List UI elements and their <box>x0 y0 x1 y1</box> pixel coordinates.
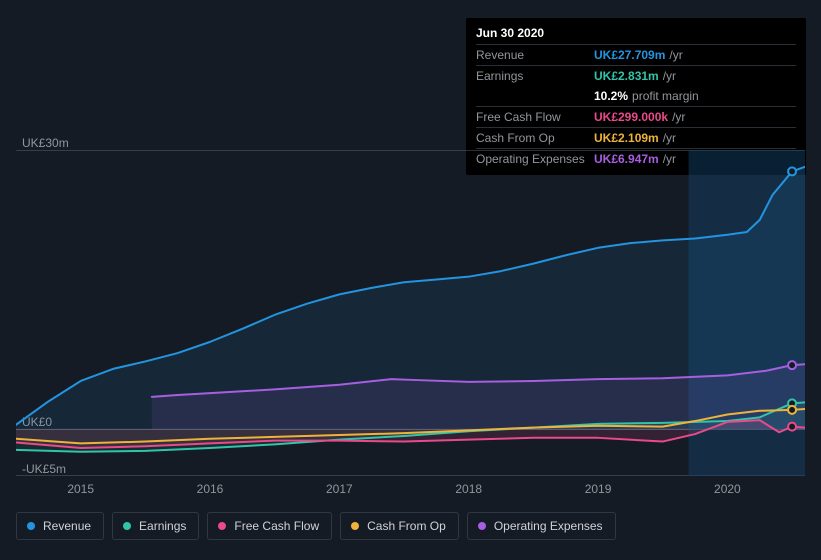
tooltip-metric-suffix: /yr <box>669 48 682 62</box>
legend-label: Earnings <box>139 519 186 533</box>
x-axis-tick-label: 2016 <box>197 482 224 496</box>
tooltip-metric-value: UK£2.831m <box>594 69 659 83</box>
legend-dot-icon <box>218 522 226 530</box>
legend-label: Operating Expenses <box>494 519 603 533</box>
financial-chart: Jun 30 2020 RevenueUK£27.709m/yrEarnings… <box>0 0 821 560</box>
tooltip-row: Free Cash FlowUK£299.000k/yr <box>476 106 796 127</box>
tooltip-metric-suffix: /yr <box>672 110 685 124</box>
tooltip-row: 10.2% profit margin <box>476 86 796 106</box>
legend-item[interactable]: Operating Expenses <box>467 512 616 540</box>
tooltip-metric-label: Earnings <box>476 69 594 83</box>
tooltip-metric-suffix: /yr <box>663 131 676 145</box>
legend-label: Free Cash Flow <box>234 519 319 533</box>
tooltip-row: EarningsUK£2.831m/yr <box>476 65 796 86</box>
x-axis-tick-label: 2018 <box>455 482 482 496</box>
legend-item[interactable]: Free Cash Flow <box>207 512 332 540</box>
chart-legend: Revenue Earnings Free Cash Flow Cash From O… <box>16 512 616 540</box>
legend-item[interactable]: Cash From Op <box>340 512 459 540</box>
chart-plot <box>16 150 805 476</box>
y-axis-tick-label: UK£30m <box>22 136 69 150</box>
tooltip-metric-label: Free Cash Flow <box>476 110 594 124</box>
legend-item[interactable]: Earnings <box>112 512 199 540</box>
legend-dot-icon <box>478 522 486 530</box>
legend-label: Revenue <box>43 519 91 533</box>
x-axis-labels: 2015 2016 2017 2018 2019 2020 <box>0 482 821 498</box>
x-axis-tick-label: 2020 <box>714 482 741 496</box>
x-axis-tick-label: 2019 <box>585 482 612 496</box>
tooltip-metric-label: Cash From Op <box>476 131 594 145</box>
tooltip-metric-value: UK£27.709m <box>594 48 665 62</box>
legend-item[interactable]: Revenue <box>16 512 104 540</box>
tooltip-metric-suffix: /yr <box>663 69 676 83</box>
tooltip-row: RevenueUK£27.709m/yr <box>476 44 796 65</box>
tooltip-metric-label: Revenue <box>476 48 594 62</box>
tooltip-metric-value: UK£2.109m <box>594 131 659 145</box>
legend-dot-icon <box>351 522 359 530</box>
legend-dot-icon <box>27 522 35 530</box>
tooltip-metric-value: UK£299.000k <box>594 110 668 124</box>
x-axis-tick-label: 2015 <box>67 482 94 496</box>
x-axis-tick-label: 2017 <box>326 482 353 496</box>
legend-dot-icon <box>123 522 131 530</box>
tooltip-metric-suffix: profit margin <box>632 89 699 103</box>
tooltip-row: Cash From OpUK£2.109m/yr <box>476 127 796 148</box>
tooltip-date: Jun 30 2020 <box>476 26 796 44</box>
tooltip-metric-value: 10.2% <box>594 89 628 103</box>
legend-label: Cash From Op <box>367 519 446 533</box>
